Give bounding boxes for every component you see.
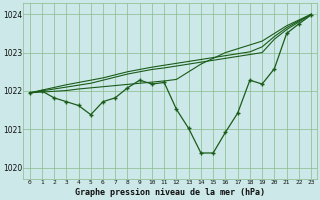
X-axis label: Graphe pression niveau de la mer (hPa): Graphe pression niveau de la mer (hPa) <box>75 188 265 197</box>
